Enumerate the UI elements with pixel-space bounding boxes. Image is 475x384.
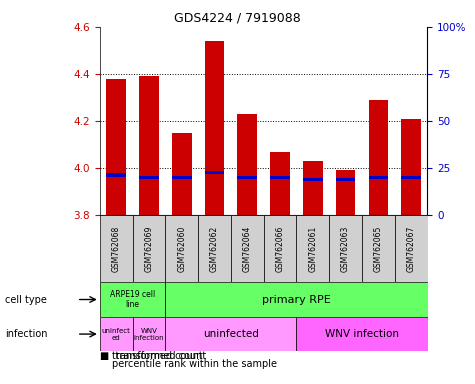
Bar: [336, 170, 355, 215]
Text: ■  transformed count: ■ transformed count: [100, 351, 206, 361]
Bar: [270, 152, 290, 215]
FancyBboxPatch shape: [264, 215, 296, 282]
FancyBboxPatch shape: [165, 317, 296, 351]
FancyBboxPatch shape: [296, 317, 428, 351]
Bar: [106, 79, 126, 215]
Text: GDS4224 / 7919088: GDS4224 / 7919088: [174, 12, 301, 25]
Bar: [172, 176, 191, 179]
Text: GSM762068: GSM762068: [112, 225, 121, 272]
Text: WNV infection: WNV infection: [325, 329, 399, 339]
Bar: [205, 41, 224, 215]
Bar: [303, 178, 323, 181]
FancyBboxPatch shape: [329, 215, 362, 282]
FancyBboxPatch shape: [133, 317, 165, 351]
Bar: [238, 114, 257, 215]
FancyBboxPatch shape: [362, 215, 395, 282]
Text: GSM762069: GSM762069: [144, 225, 153, 272]
Bar: [205, 171, 224, 174]
Text: cell type: cell type: [5, 295, 47, 305]
Text: ARPE19 cell
line: ARPE19 cell line: [110, 290, 155, 309]
Text: uninfect
ed: uninfect ed: [102, 328, 131, 341]
Text: GSM762065: GSM762065: [374, 225, 383, 272]
FancyBboxPatch shape: [198, 215, 231, 282]
Text: GSM762067: GSM762067: [407, 225, 416, 272]
FancyBboxPatch shape: [231, 215, 264, 282]
FancyBboxPatch shape: [100, 317, 133, 351]
FancyBboxPatch shape: [395, 215, 428, 282]
Bar: [369, 100, 388, 215]
FancyBboxPatch shape: [165, 282, 444, 317]
Bar: [238, 176, 257, 179]
FancyBboxPatch shape: [133, 215, 165, 282]
Bar: [172, 133, 191, 215]
Bar: [139, 76, 159, 215]
Bar: [106, 174, 126, 177]
Text: GSM762062: GSM762062: [210, 225, 219, 272]
FancyBboxPatch shape: [296, 215, 329, 282]
Text: percentile rank within the sample: percentile rank within the sample: [112, 359, 276, 369]
Bar: [139, 176, 159, 179]
Bar: [303, 161, 323, 215]
Text: primary RPE: primary RPE: [262, 295, 331, 305]
Bar: [369, 176, 388, 179]
Text: WNV
infection: WNV infection: [133, 328, 164, 341]
Text: GSM762060: GSM762060: [177, 225, 186, 272]
Bar: [401, 176, 421, 179]
Text: transformed count: transformed count: [112, 351, 202, 361]
Text: infection: infection: [5, 329, 47, 339]
FancyBboxPatch shape: [100, 282, 165, 317]
FancyBboxPatch shape: [165, 215, 198, 282]
Text: GSM762064: GSM762064: [243, 225, 252, 272]
Bar: [401, 119, 421, 215]
Bar: [270, 176, 290, 179]
Text: GSM762066: GSM762066: [276, 225, 285, 272]
Text: uninfected: uninfected: [203, 329, 259, 339]
FancyBboxPatch shape: [100, 215, 133, 282]
Text: GSM762063: GSM762063: [341, 225, 350, 272]
Bar: [336, 178, 355, 181]
Text: GSM762061: GSM762061: [308, 225, 317, 272]
